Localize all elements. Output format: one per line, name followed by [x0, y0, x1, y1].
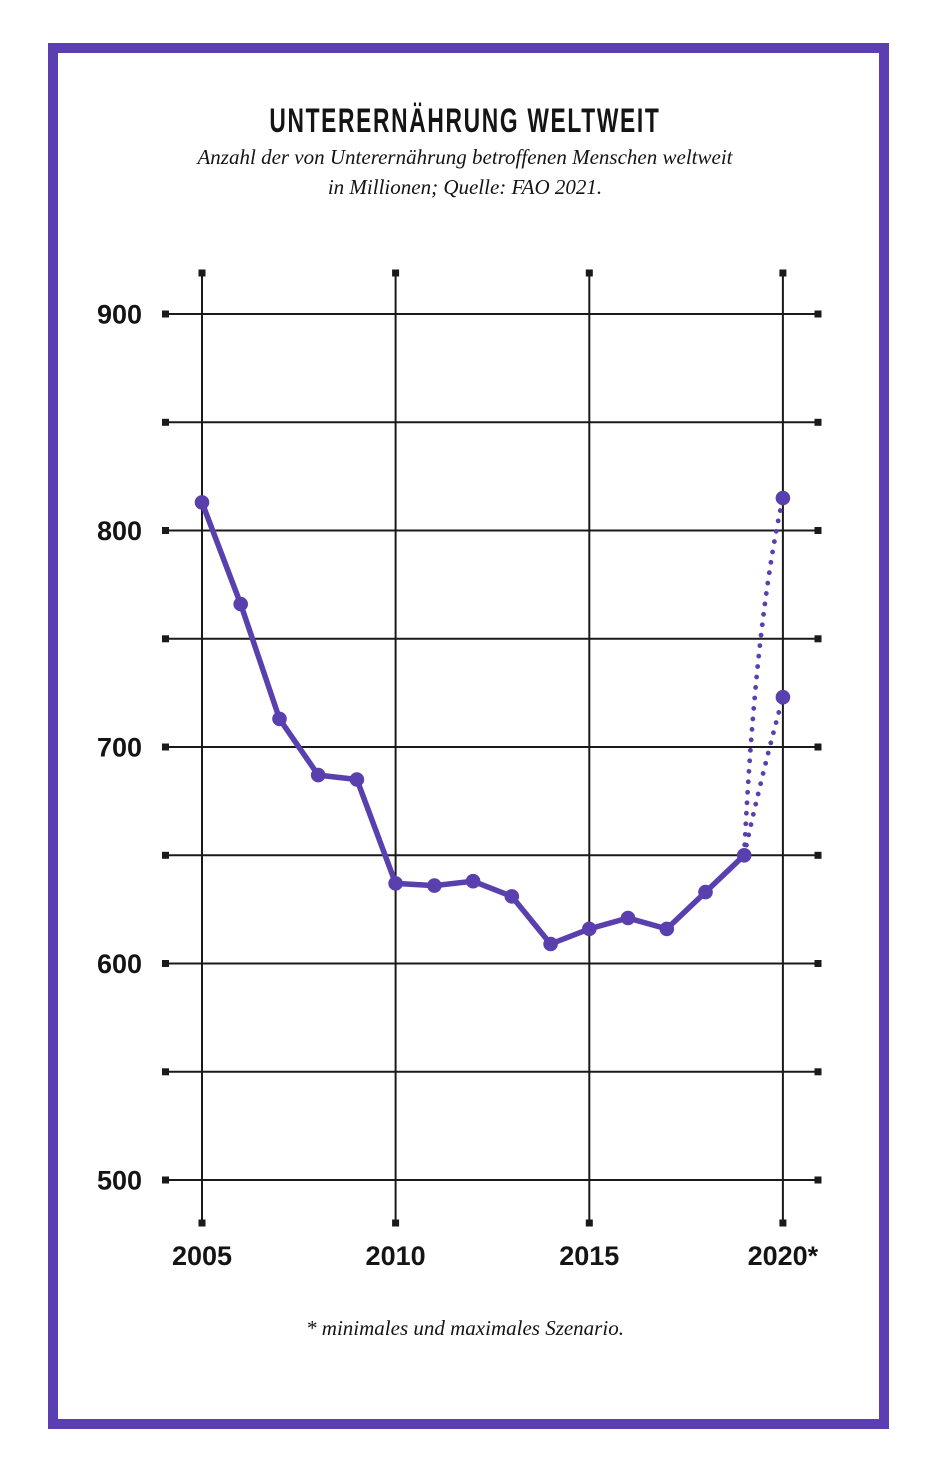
- tick-square: [814, 418, 822, 426]
- tick-square: [814, 743, 822, 751]
- data-point-2020-min: [775, 689, 791, 705]
- tick-square: [162, 1176, 169, 1184]
- data-point-2012: [465, 873, 481, 889]
- tick-square: [162, 418, 169, 426]
- tick-square: [162, 527, 169, 534]
- tick-square: [814, 310, 822, 318]
- tick-square: [814, 1176, 822, 1184]
- data-point-2018: [698, 884, 713, 900]
- tick-square: [779, 269, 787, 277]
- tick-square: [198, 269, 206, 277]
- tick-square: [585, 269, 593, 277]
- data-point-2014: [543, 936, 558, 952]
- data-point-2010: [388, 876, 403, 891]
- tick-square: [392, 1219, 400, 1227]
- data-point-2013: [504, 889, 520, 904]
- tick-square: [585, 1219, 593, 1227]
- subtitle-line-2: in Millionen; Quelle: FAO 2021.: [327, 175, 603, 199]
- y-tick-label: 900: [97, 300, 142, 330]
- data-point-2020-max: [775, 490, 791, 506]
- tick-square: [814, 851, 822, 859]
- tick-square: [162, 635, 169, 643]
- tick-square: [814, 527, 822, 534]
- tick-square: [162, 851, 169, 859]
- data-point-2005: [194, 495, 210, 510]
- x-tick-label: 2010: [366, 1241, 426, 1271]
- projection-trail-min: [741, 694, 786, 858]
- x-tick-label: 2015: [559, 1241, 619, 1271]
- data-point-2011: [427, 878, 442, 893]
- tick-square: [162, 960, 169, 967]
- tick-square: [162, 743, 169, 751]
- tick-square: [392, 269, 400, 277]
- tick-square: [814, 1068, 822, 1076]
- x-tick-label: 2020*: [748, 1241, 819, 1271]
- chart-title: UNTERERNÄHRUNG WELTWEIT: [0, 101, 930, 141]
- tick-square: [162, 310, 169, 318]
- data-point-2006: [233, 596, 248, 612]
- subtitle-line-1: Anzahl der von Unterernährung betroffene…: [197, 145, 733, 169]
- data-point-2009: [349, 772, 365, 787]
- tick-square: [198, 1219, 206, 1227]
- chart-footnote: * minimales und maximales Szenario.: [306, 1316, 624, 1340]
- projection-trail-max: [741, 495, 786, 858]
- tick-square: [814, 635, 822, 643]
- y-tick-label: 800: [97, 516, 142, 546]
- data-point-2008: [310, 767, 326, 783]
- chart-title-text: UNTERERNÄHRUNG WELTWEIT: [269, 102, 661, 140]
- x-tick-label: 2005: [172, 1241, 232, 1271]
- data-point-2019: [736, 848, 752, 863]
- data-point-2015: [582, 921, 597, 937]
- y-tick-label: 700: [97, 733, 142, 763]
- data-point-2017: [659, 921, 675, 937]
- data-point-2007: [272, 711, 287, 727]
- tick-square: [779, 1219, 787, 1227]
- tick-square: [162, 1068, 169, 1076]
- page-border-frame: [48, 43, 889, 1429]
- data-point-2016: [620, 910, 636, 926]
- tick-square: [814, 960, 822, 967]
- y-tick-label: 600: [97, 949, 142, 979]
- chart-subtitle: Anzahl der von Unterernährung betroffene…: [0, 142, 930, 202]
- y-tick-label: 500: [97, 1166, 142, 1196]
